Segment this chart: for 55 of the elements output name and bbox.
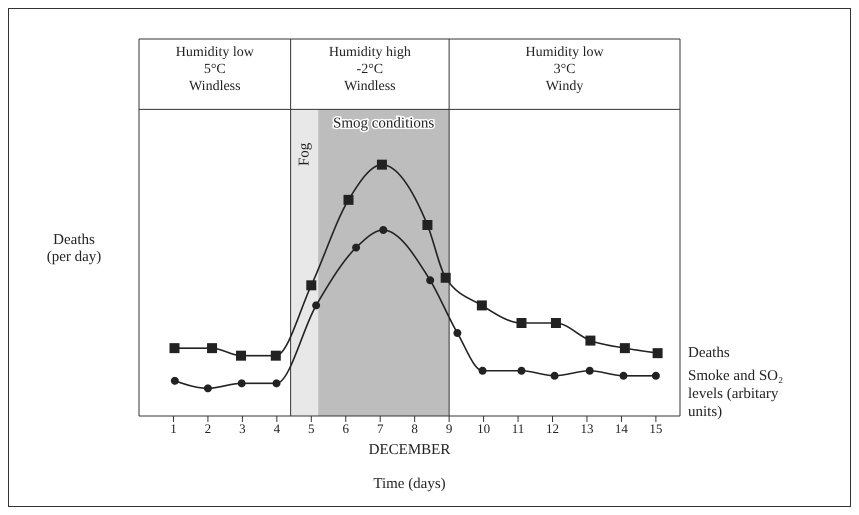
point	[352, 244, 360, 252]
text: DECEMBER	[368, 442, 452, 459]
x-tick-label: 14	[614, 421, 628, 436]
point	[516, 318, 526, 328]
point	[550, 372, 559, 380]
point	[550, 318, 561, 328]
point	[476, 300, 487, 310]
band-label: Smog conditions	[333, 115, 434, 132]
point	[422, 220, 432, 230]
point	[585, 336, 596, 346]
point	[586, 366, 594, 375]
band-label: Fog	[296, 142, 312, 166]
x-tick-label: 3	[239, 421, 246, 436]
x-tick-label: 2	[204, 421, 212, 436]
text: Humidity low 3°C Windy	[524, 44, 605, 96]
point	[376, 160, 387, 170]
point	[238, 379, 246, 388]
series-label: Deaths	[688, 345, 730, 362]
x-axis-title: Time (days)	[373, 476, 446, 492]
x-tick-label: 4	[274, 421, 281, 436]
point	[478, 366, 487, 375]
point	[312, 301, 320, 310]
point	[620, 343, 630, 354]
point	[344, 194, 354, 205]
point	[652, 348, 663, 358]
point	[170, 376, 179, 385]
x-tick-label: 9	[446, 421, 452, 436]
point	[272, 379, 280, 388]
point	[517, 366, 526, 375]
x-tick-label: 10	[477, 421, 490, 436]
point	[306, 280, 316, 290]
x-tick-label: 13	[580, 421, 594, 436]
point	[440, 272, 451, 283]
x-tick-label: 1	[170, 421, 177, 436]
point	[619, 372, 628, 380]
point	[169, 343, 180, 354]
point	[652, 372, 660, 380]
point	[453, 329, 462, 338]
x-tick-label: 8	[411, 421, 418, 436]
point	[207, 343, 218, 354]
y-axis-title: Deaths (per day)	[46, 232, 102, 266]
x-tick-label: 7	[376, 421, 384, 436]
text: Humidity high -2°C Windless	[328, 44, 412, 96]
point	[204, 384, 212, 392]
point	[379, 226, 388, 234]
point	[236, 350, 246, 361]
x-tick-label: 11	[512, 421, 524, 436]
text: Humidity low 5°C Windless	[174, 44, 255, 96]
point	[270, 350, 281, 361]
x-tick-label: 6	[342, 421, 350, 436]
series-label: Smoke and SO₂ levels (arbitary units)	[688, 368, 784, 420]
point	[426, 276, 434, 284]
x-tick-label: 15	[649, 421, 662, 436]
x-tick-label: 12	[546, 421, 560, 436]
x-tick-label: 5	[308, 421, 315, 436]
